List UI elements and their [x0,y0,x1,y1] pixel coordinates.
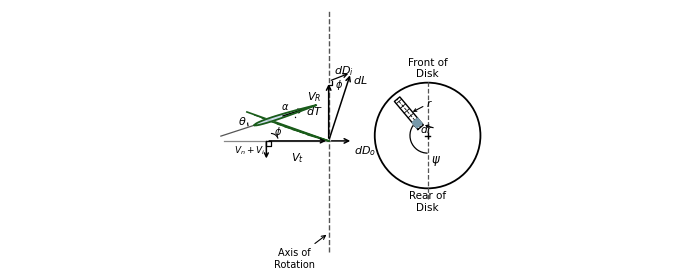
Text: $dr$: $dr$ [419,122,433,134]
Text: $V_t$: $V_t$ [291,151,304,165]
Polygon shape [254,105,316,125]
Text: Front of
Disk: Front of Disk [408,58,447,79]
Text: $dD_i$: $dD_i$ [334,64,354,78]
Polygon shape [413,118,422,128]
Text: $\psi$: $\psi$ [431,154,440,169]
Polygon shape [394,97,423,130]
Text: $\phi$: $\phi$ [274,125,282,139]
Text: $\alpha$: $\alpha$ [281,102,290,112]
Text: $dD_o$: $dD_o$ [355,144,376,158]
Text: $\theta$: $\theta$ [238,115,246,127]
Text: $V_n+V_i$: $V_n+V_i$ [234,144,265,157]
Text: Axis of
Rotation: Axis of Rotation [274,235,325,270]
Text: $dL$: $dL$ [353,74,368,86]
Text: $r$: $r$ [426,98,433,109]
Text: $\phi$: $\phi$ [334,78,343,92]
Text: $V_R$: $V_R$ [307,91,322,104]
Text: Rear of
Disk: Rear of Disk [409,191,446,213]
Text: $dT$: $dT$ [306,105,322,117]
